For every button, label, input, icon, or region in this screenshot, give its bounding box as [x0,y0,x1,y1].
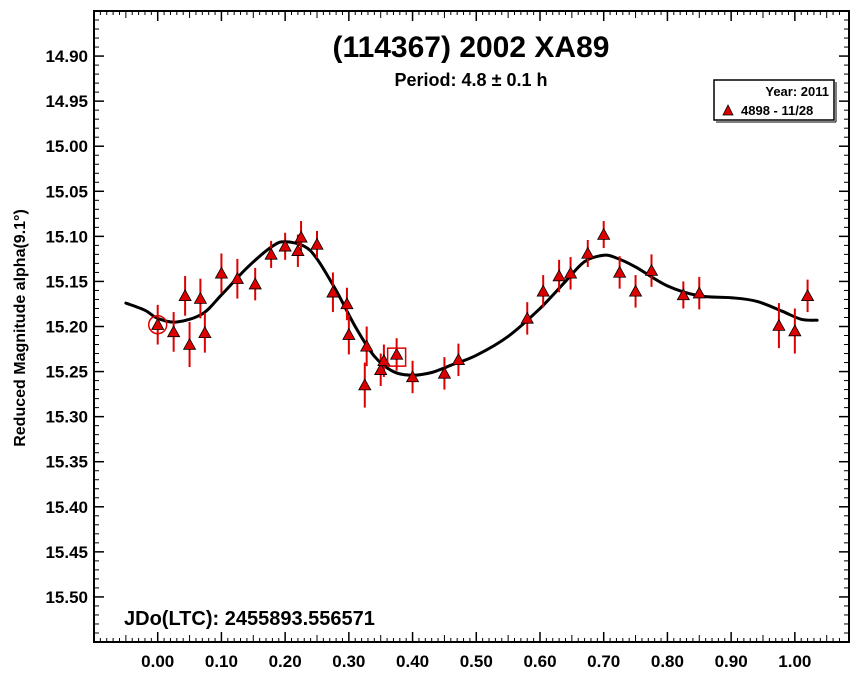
x-tick-label: 0.90 [715,652,748,671]
chart-subtitle: Period: 4.8 ± 0.1 h [395,70,548,90]
data-point [248,277,262,290]
highlight-markers [147,314,407,367]
y-tick-label: 15.05 [45,182,88,201]
data-point [581,246,595,259]
legend-entry-label: 4898 - 11/28 [741,103,813,118]
data-point [520,311,534,324]
y-axis: 14.90 14.95 15.00 15.05 15.10 15.15 15.20 15.25… [45,19,849,634]
data-point [340,297,354,310]
jd-annotation: JDo(LTC): 2455893.556571 [124,608,375,630]
legend: Year: 2011 4898 - 11/28 [713,79,837,123]
data-point [310,237,324,250]
data-point [563,266,578,279]
highlight-square [386,347,407,367]
data-point [692,286,706,299]
data-point [772,318,786,331]
y-axis-label: Reduced Magnitude alpha(9.1°) [12,209,29,447]
data-point [552,269,566,282]
y-tick-label: 15.35 [45,453,88,472]
legend-title: Year: 2011 [765,84,829,99]
y-tick-label: 15.10 [45,227,88,246]
x-tick-label: 0.60 [523,652,556,671]
y-tick-label: 15.40 [45,498,88,517]
data-point [437,366,452,379]
y-tick-label: 15.15 [45,272,88,291]
y-tick-label: 15.50 [45,588,88,607]
data-point [676,288,691,301]
highlight-circle [147,314,168,335]
error-bars [156,221,809,408]
data-point [800,289,815,302]
y-tick-label: 15.00 [45,137,88,156]
data-point [360,339,374,352]
y-tick-label: 15.20 [45,318,88,337]
data-point [405,370,420,383]
fit-curve [124,240,819,377]
data-point [788,324,802,337]
data-point [389,347,404,360]
x-tick-label: 0.00 [141,652,174,671]
data-point [597,227,611,240]
data-points [151,227,815,391]
x-tick-label: 0.30 [332,652,365,671]
legend-box [713,79,835,121]
data-point [644,263,659,276]
data-point [230,271,245,284]
data-point [182,337,197,350]
data-point [451,353,466,366]
y-tick-label: 14.95 [45,92,88,111]
x-tick-label: 0.40 [396,652,429,671]
data-point [193,291,208,304]
data-point [178,289,192,302]
data-point [326,285,340,298]
x-tick-label: 0.80 [651,652,684,671]
x-tick-label: 0.50 [460,652,493,671]
x-tick-label: 0.10 [205,652,238,671]
chart-title: (114367) 2002 XA89 [333,31,610,64]
data-point [374,362,388,375]
data-point [264,247,278,260]
data-point [294,230,308,243]
y-tick-label: 15.25 [45,363,88,382]
data-point [612,265,627,278]
data-point [536,284,550,297]
y-tick-label: 15.30 [45,408,88,427]
data-point [151,317,165,330]
data-point [628,284,643,297]
y-tick-label: 14.90 [45,47,88,66]
legend-marker [722,104,734,116]
data-point [198,325,212,339]
y-tick-label: 15.45 [45,543,88,562]
data-point [291,243,305,256]
data-point [342,327,356,340]
x-tick-label: 1.00 [778,652,811,671]
data-point [358,378,372,391]
data-point [214,266,229,279]
x-tick-label: 0.70 [587,652,620,671]
x-tick-label: 0.20 [269,652,302,671]
data-point [166,325,181,338]
data-point [278,239,292,252]
x-axis: 0.00 0.10 0.20 0.30 0.40 0.50 0.60 0.70 0.80 0.90… [99,11,840,671]
